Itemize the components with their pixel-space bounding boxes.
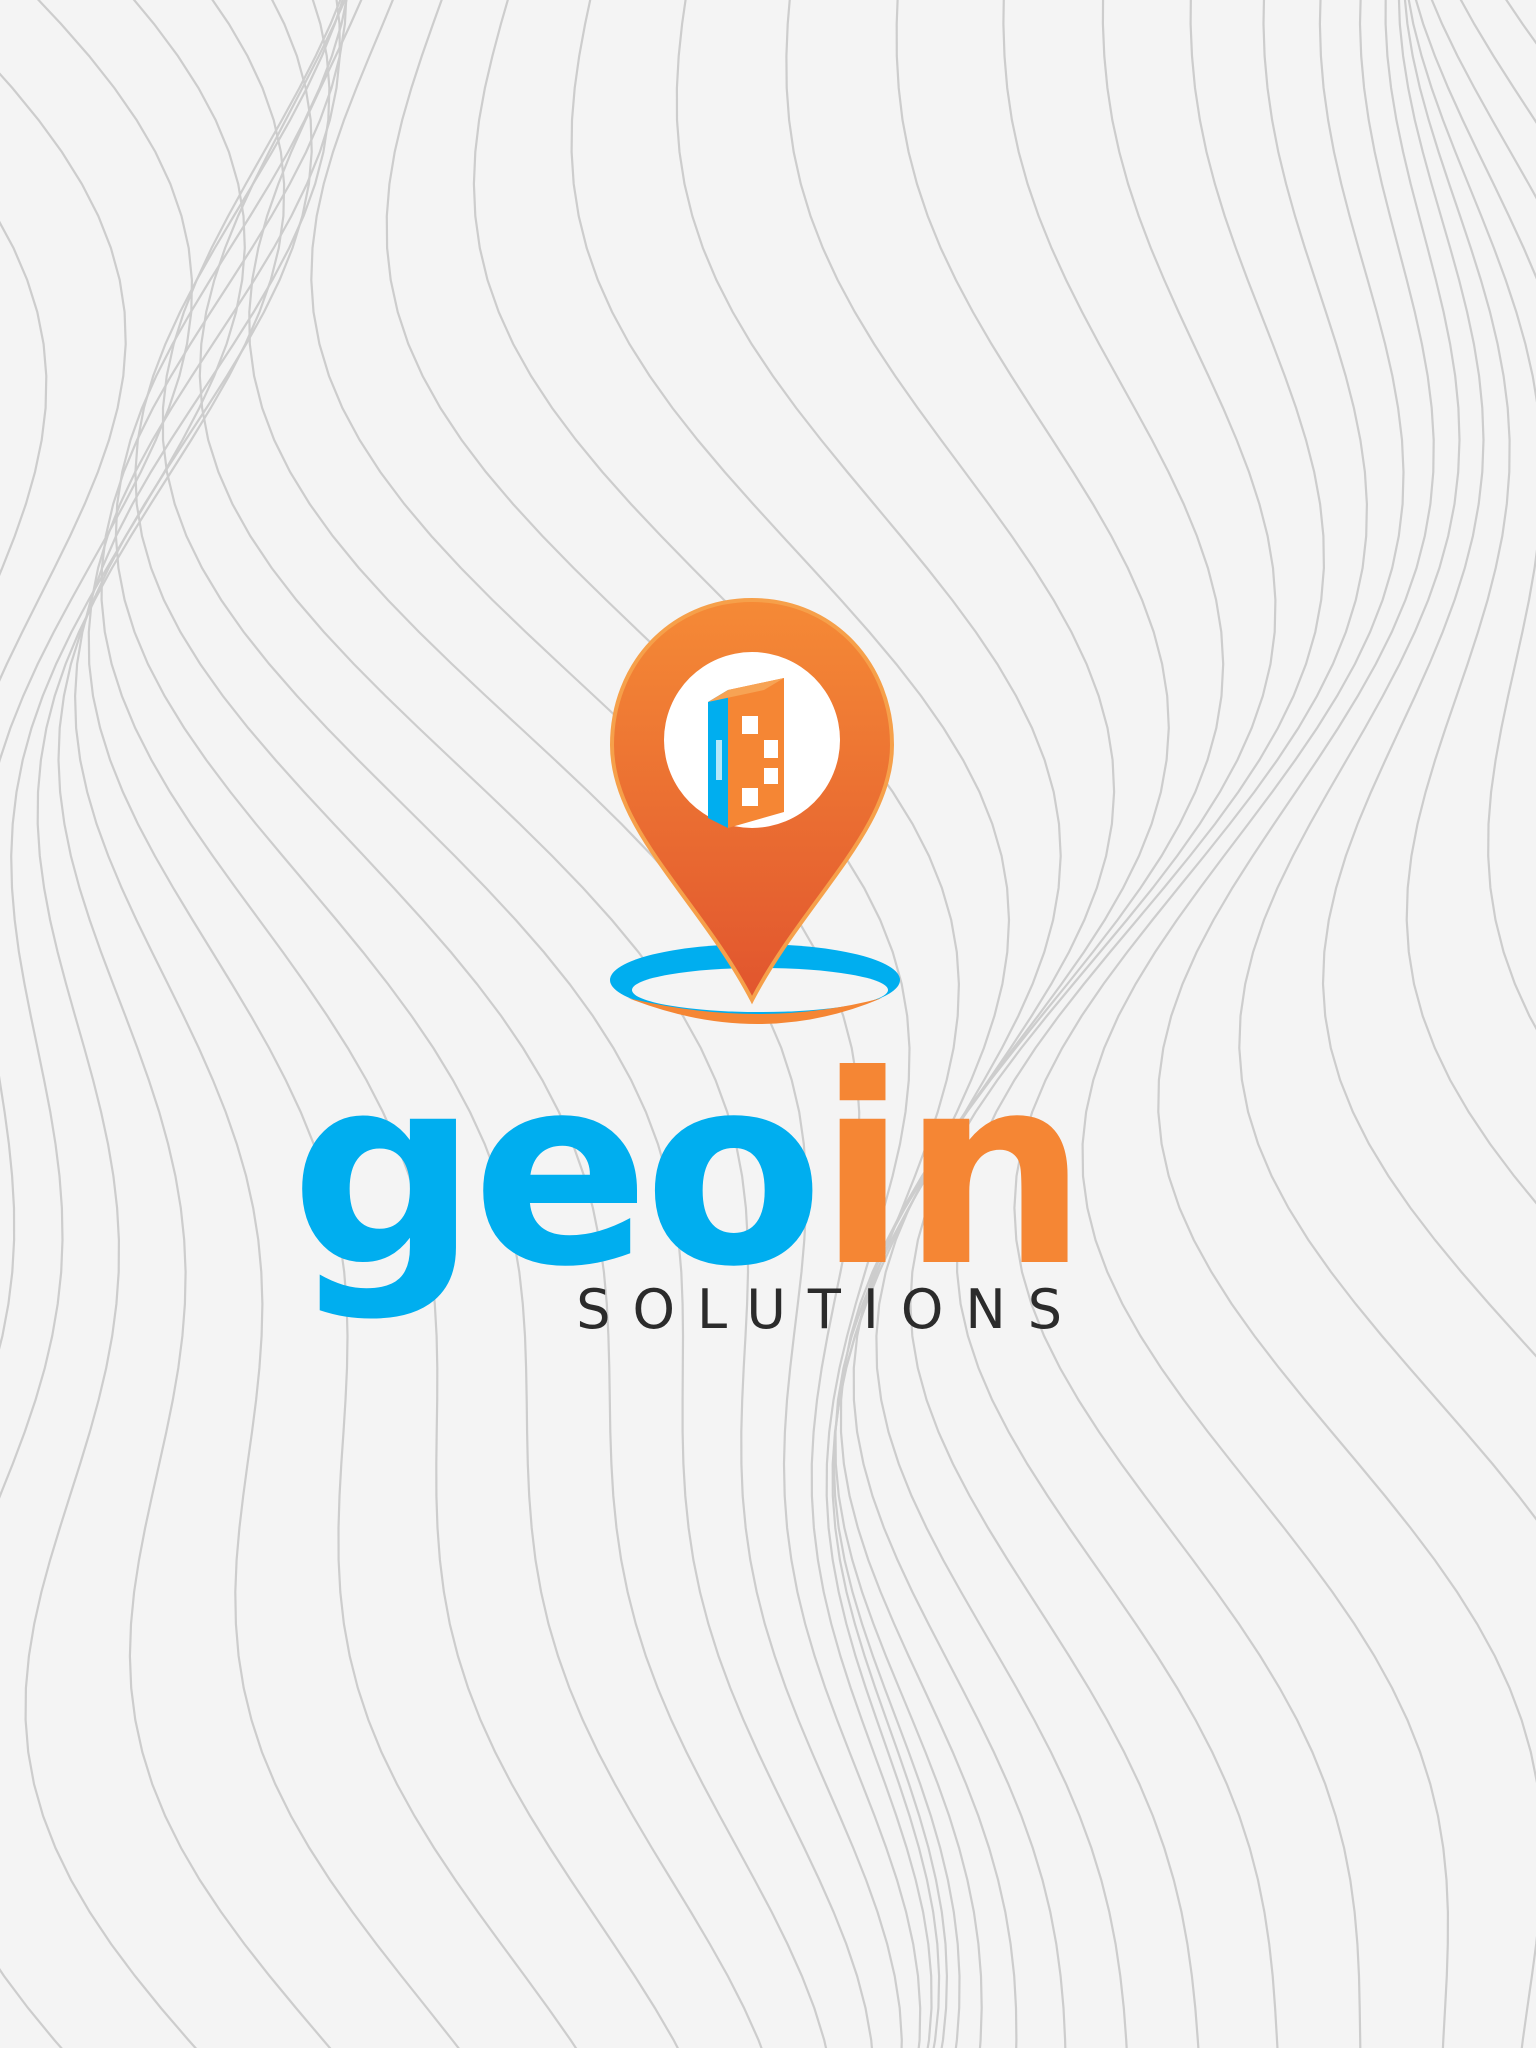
contour-line	[57, 0, 332, 2048]
contour-line	[1403, 0, 1536, 1205]
contour-line	[114, 0, 763, 2048]
contour-line	[785, 0, 1116, 2048]
contour-line	[0, 72, 127, 682]
contour-line	[0, 0, 246, 2048]
contour-line	[570, 0, 1011, 2048]
contour-line	[675, 0, 1062, 2048]
contour-line	[100, 0, 679, 2048]
contour-line	[472, 0, 961, 2048]
building-icon	[708, 678, 784, 828]
contour-line	[134, 0, 828, 2048]
contour-line	[73, 0, 460, 2048]
contour-line	[24, 0, 286, 2048]
contour-line	[875, 0, 1225, 2048]
contour-line	[955, 0, 1326, 2048]
contour-line	[161, 0, 873, 2048]
contour-line	[198, 0, 903, 2048]
brand-word-geo: geo	[290, 1019, 817, 1324]
contour-line	[909, 0, 1277, 2048]
contour-line	[1081, 0, 1450, 2048]
contour-line	[310, 0, 933, 2048]
brand-word-in: in	[818, 1019, 1082, 1324]
contour-line	[87, 0, 578, 2048]
contour-line	[385, 0, 941, 2048]
contour-line	[1013, 0, 1369, 2048]
contour-line	[1238, 0, 1536, 1521]
contour-line	[1157, 0, 1536, 2048]
contour-line	[1407, 0, 1536, 1031]
brand-wordmark: geoin	[290, 1019, 1082, 1324]
contour-line	[852, 0, 1170, 2048]
contour-line	[1321, 0, 1536, 1358]
brand-tagline: SOLUTIONS	[576, 1278, 1084, 1341]
contour-line	[0, 220, 48, 577]
